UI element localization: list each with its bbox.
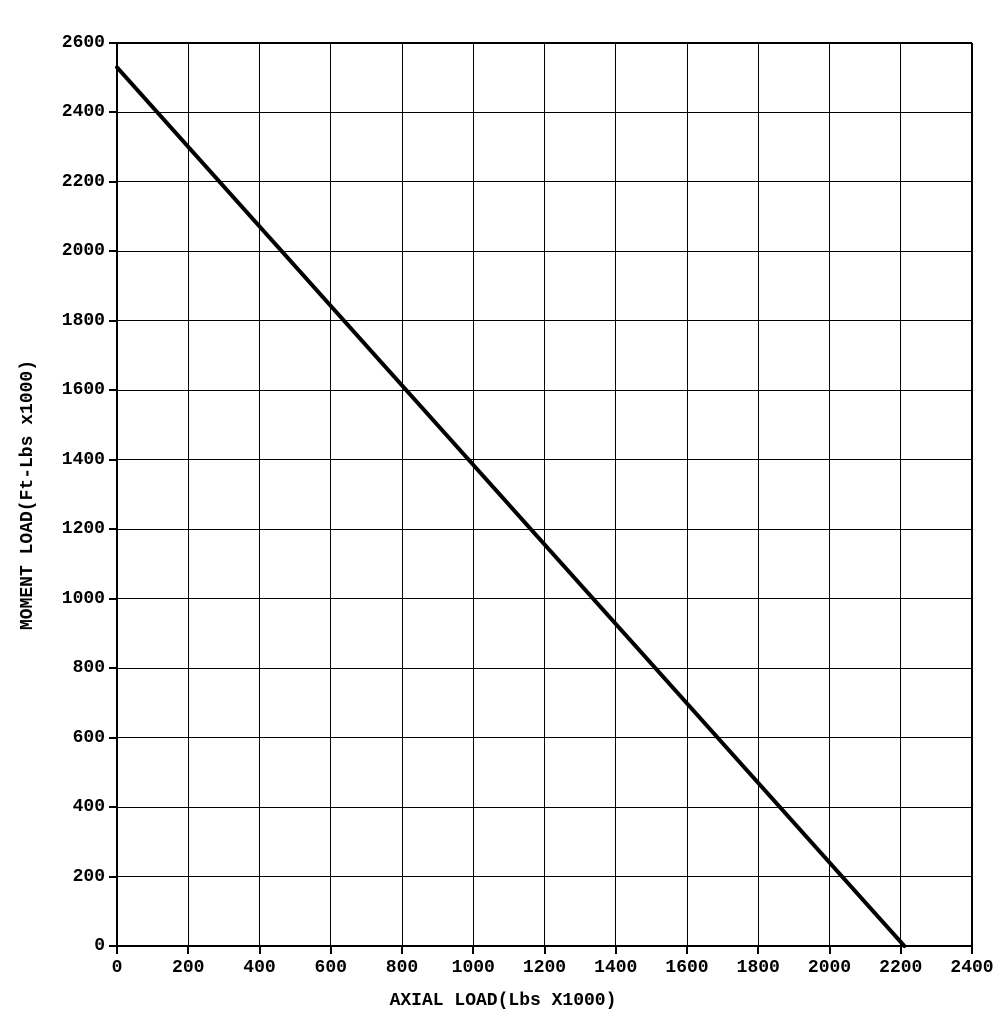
chart-container: AXIAL LOAD(Lbs X1000) MOMENT LOAD(Ft-Lbs… <box>0 0 1006 1035</box>
grid-line-horizontal <box>117 251 972 252</box>
y-tick-label: 1000 <box>62 589 105 609</box>
grid-line-vertical <box>544 43 545 946</box>
grid-line-horizontal <box>117 459 972 460</box>
x-tick-label: 800 <box>386 958 418 978</box>
x-tick-label: 1400 <box>594 958 637 978</box>
y-tick-label: 600 <box>73 728 105 748</box>
plot-border-top <box>117 42 972 44</box>
grid-line-horizontal <box>117 807 972 808</box>
x-tick-label: 200 <box>172 958 204 978</box>
grid-line-vertical <box>829 43 830 946</box>
x-tick <box>259 946 261 954</box>
x-tick-label: 2000 <box>808 958 851 978</box>
x-tick <box>401 946 403 954</box>
grid-line-horizontal <box>117 390 972 391</box>
x-tick-label: 0 <box>112 958 123 978</box>
grid-line-horizontal <box>117 737 972 738</box>
x-tick <box>615 946 617 954</box>
x-tick <box>686 946 688 954</box>
y-tick-label: 400 <box>73 797 105 817</box>
x-tick <box>330 946 332 954</box>
grid-line-horizontal <box>117 320 972 321</box>
x-tick-label: 1200 <box>523 958 566 978</box>
grid-line-horizontal <box>117 598 972 599</box>
x-tick <box>472 946 474 954</box>
x-axis-label: AXIAL LOAD(Lbs X1000) <box>0 991 1006 1011</box>
y-tick-label: 1600 <box>62 380 105 400</box>
y-tick-label: 1400 <box>62 450 105 470</box>
y-tick-label: 2200 <box>62 172 105 192</box>
grid-line-horizontal <box>117 112 972 113</box>
x-tick <box>757 946 759 954</box>
grid-line-vertical <box>473 43 474 946</box>
grid-line-vertical <box>402 43 403 946</box>
grid-line-horizontal <box>117 529 972 530</box>
x-tick <box>544 946 546 954</box>
y-tick-label: 2600 <box>62 33 105 53</box>
y-tick-label: 2400 <box>62 102 105 122</box>
x-tick-label: 2200 <box>879 958 922 978</box>
x-tick <box>829 946 831 954</box>
grid-line-horizontal <box>117 668 972 669</box>
x-tick <box>900 946 902 954</box>
y-tick-label: 0 <box>94 936 105 956</box>
grid-line-vertical <box>330 43 331 946</box>
x-tick <box>116 946 118 954</box>
plot-border-left <box>116 43 118 946</box>
y-tick-label: 1800 <box>62 311 105 331</box>
x-tick-label: 1600 <box>665 958 708 978</box>
grid-line-vertical <box>259 43 260 946</box>
grid-line-vertical <box>758 43 759 946</box>
x-tick <box>971 946 973 954</box>
y-tick-label: 2000 <box>62 241 105 261</box>
grid-line-vertical <box>188 43 189 946</box>
grid-line-horizontal <box>117 181 972 182</box>
grid-line-horizontal <box>117 876 972 877</box>
x-tick-label: 1000 <box>452 958 495 978</box>
y-tick-label: 1200 <box>62 519 105 539</box>
x-tick-label: 2400 <box>950 958 993 978</box>
y-tick-label: 800 <box>73 658 105 678</box>
x-tick-label: 600 <box>315 958 347 978</box>
y-tick-label: 200 <box>73 867 105 887</box>
x-tick-label: 400 <box>243 958 275 978</box>
plot-border-right <box>971 43 973 946</box>
grid-line-vertical <box>900 43 901 946</box>
plot-border-bottom <box>117 945 972 947</box>
grid-line-vertical <box>687 43 688 946</box>
x-tick <box>187 946 189 954</box>
x-tick-label: 1800 <box>737 958 780 978</box>
y-axis-label: MOMENT LOAD(Ft-Lbs x1000) <box>18 359 38 629</box>
grid-line-vertical <box>615 43 616 946</box>
